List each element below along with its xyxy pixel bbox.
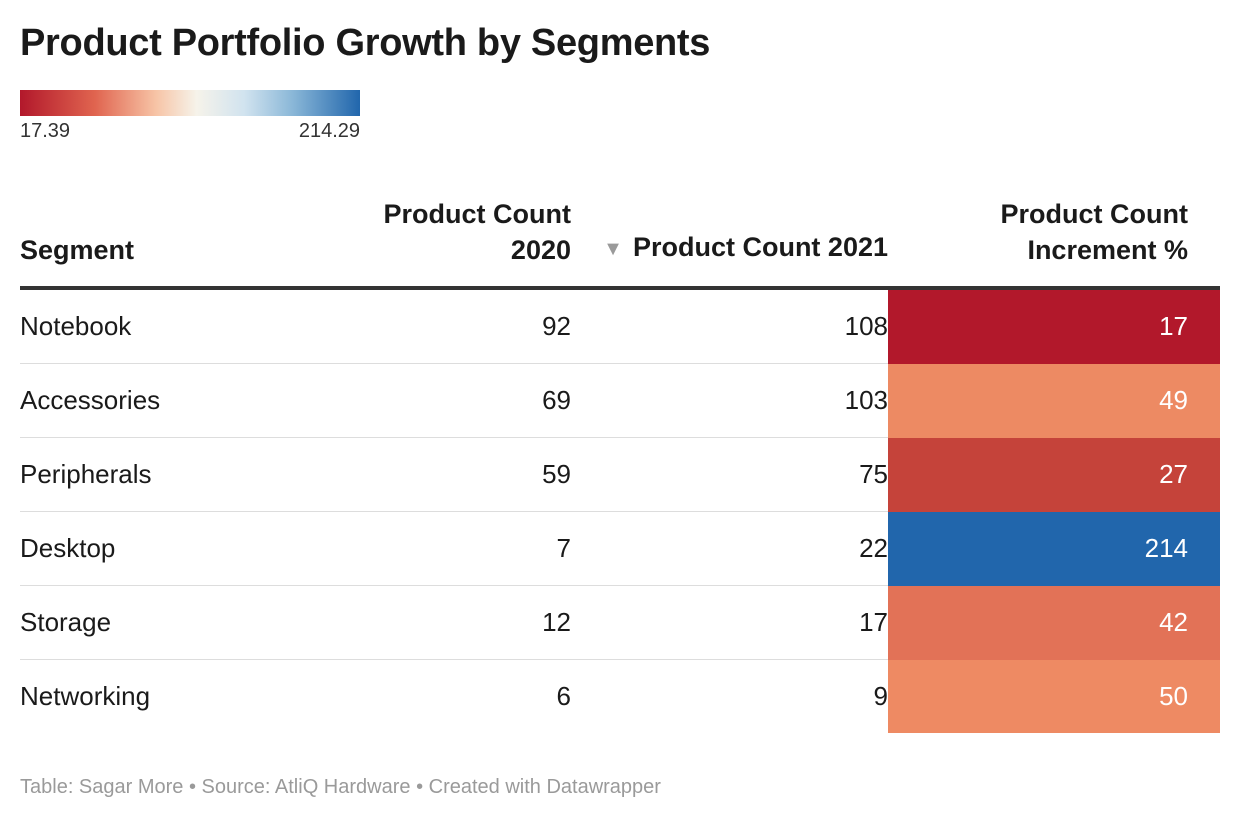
cell-count-2021: 103 <box>571 363 888 438</box>
cell-segment: Accessories <box>20 363 370 438</box>
cell-segment: Storage <box>20 585 370 660</box>
cell-increment: 214 <box>888 511 1220 586</box>
cell-count-2020: 7 <box>370 511 571 586</box>
cell-increment: 27 <box>888 437 1220 512</box>
color-scale-legend: 17.39 214.29 <box>20 90 360 143</box>
cell-segment: Desktop <box>20 511 370 586</box>
table-row: Networking 6 9 50 <box>20 659 1220 733</box>
legend-min-label: 17.39 <box>20 120 71 142</box>
table-row: Notebook 92 108 17 <box>20 288 1220 364</box>
cell-increment: 42 <box>888 585 1220 660</box>
header-segment[interactable]: Segment <box>20 196 370 290</box>
header-count-2021[interactable]: ▼ Product Count 2021 <box>571 196 888 290</box>
cell-count-2020: 69 <box>370 363 571 438</box>
cell-segment: Networking <box>20 681 151 711</box>
cell-count-2021: 17 <box>571 585 888 660</box>
cell-count-2021: 75 <box>571 437 888 512</box>
cell-count-2020: 12 <box>370 585 571 660</box>
header-count-2021-label: Product Count 2021 <box>632 232 888 262</box>
header-increment[interactable]: Product Count Increment % <box>888 196 1220 290</box>
cell-count-2021: 22 <box>571 511 888 586</box>
chart-title: Product Portfolio Growth by Segments <box>20 22 711 64</box>
legend-max-label: 214.29 <box>298 120 360 142</box>
table-row: Desktop 7 22 214 <box>20 511 1220 586</box>
color-scale-bar <box>20 90 360 116</box>
header-row: Segment Product Count 2020 ▼ Product Coun… <box>20 196 1220 290</box>
cell-increment: 50 <box>888 659 1220 733</box>
cell-segment: Notebook <box>20 288 370 364</box>
cell-increment: 17 <box>888 288 1220 364</box>
cell-count-2021: 108 <box>571 288 888 364</box>
cell-count-2020: 6 <box>556 681 571 711</box>
data-table: Segment Product Count 2020 ▼ Product Coun… <box>20 196 1220 733</box>
table-row: Storage 12 17 42 <box>20 585 1220 660</box>
table-body: Notebook 92 108 17 Accessories 69 103 49 Periphe… <box>20 288 1220 733</box>
sort-descending-icon: ▼ <box>603 238 623 260</box>
table-row: Accessories 69 103 49 <box>20 363 1220 438</box>
cell-segment: Peripherals <box>20 437 370 512</box>
header-count-2020[interactable]: Product Count 2020 <box>370 196 571 290</box>
color-scale-labels: 17.39 214.29 <box>20 120 360 143</box>
cell-increment: 49 <box>888 363 1220 438</box>
cell-count-2021: 9 <box>873 681 888 711</box>
table-row: Peripherals 59 75 27 <box>20 437 1220 512</box>
cell-count-2020: 92 <box>370 288 571 364</box>
footer-credits: Table: Sagar More • Source: AtliQ Hardwa… <box>20 776 661 798</box>
cell-count-2020: 59 <box>370 437 571 512</box>
